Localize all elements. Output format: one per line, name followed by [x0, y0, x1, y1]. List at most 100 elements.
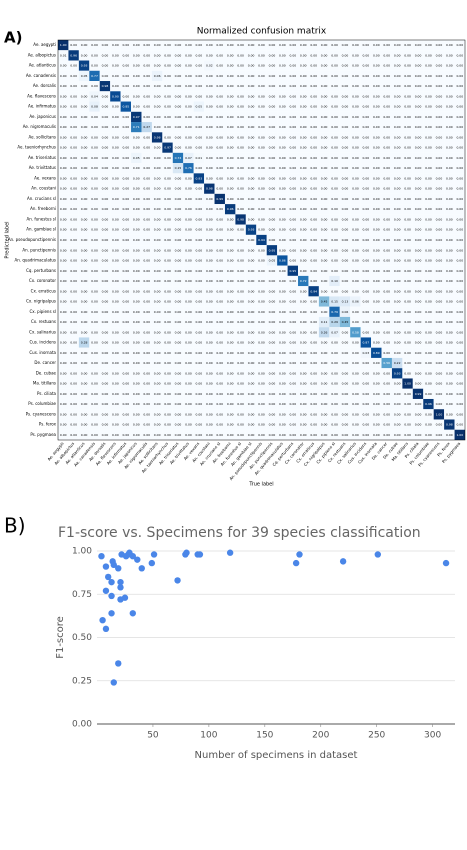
cell — [308, 81, 319, 92]
cell-label: 0.00 — [112, 217, 119, 221]
cell — [360, 214, 372, 225]
cell — [78, 337, 90, 348]
cell — [68, 193, 79, 205]
cell-label: 0.00 — [227, 156, 234, 160]
cell-label: 0.00 — [122, 94, 129, 98]
cell-label: 0.00 — [237, 330, 244, 334]
cell-label: 0.00 — [404, 238, 411, 242]
cell — [224, 214, 236, 225]
cell — [172, 70, 184, 82]
cell — [287, 101, 299, 112]
cell-label: 0.00 — [122, 351, 129, 355]
cell-label: 0.00 — [425, 392, 432, 396]
cell — [423, 91, 434, 102]
x-tick-label: 300 — [424, 731, 441, 741]
cell — [350, 368, 361, 379]
cell-label: 0.00 — [404, 64, 411, 68]
cell — [235, 398, 246, 410]
cell-label: 0.00 — [70, 115, 77, 119]
point — [129, 610, 136, 617]
cell — [58, 163, 69, 174]
cell — [141, 81, 152, 92]
cell — [141, 398, 152, 410]
cell — [131, 193, 142, 205]
cell-label: 0.00 — [436, 330, 443, 334]
cell-label: 0.00 — [122, 269, 129, 273]
cell-label: 0.00 — [175, 197, 182, 201]
cell-label: 0.00 — [60, 187, 67, 191]
cell — [277, 306, 288, 317]
cell — [214, 193, 225, 205]
cell-label: 0.00 — [248, 423, 255, 427]
x-axis-label: Number of specimens in dataset — [195, 750, 358, 761]
cell-label: 0.00 — [373, 135, 380, 139]
cell — [412, 378, 424, 389]
cell — [329, 173, 340, 184]
cell — [412, 81, 424, 92]
cell-label: 0.00 — [289, 238, 296, 242]
cell-label: 0.00 — [206, 279, 213, 283]
cell-label: 0.00 — [363, 94, 370, 98]
cell — [339, 183, 351, 194]
cell-label: 0.00 — [70, 187, 77, 191]
cell-label: 0.00 — [300, 228, 307, 232]
cell-label: 0.00 — [289, 412, 296, 416]
cell-label: 0.00 — [352, 84, 359, 88]
cell-label: 0.00 — [164, 412, 171, 416]
cell-label: 0.00 — [279, 279, 286, 283]
cell — [131, 378, 142, 389]
cell — [99, 193, 111, 205]
cell — [444, 204, 455, 215]
cell-label: 0.00 — [310, 330, 317, 334]
cell — [318, 327, 330, 338]
cell — [277, 255, 288, 266]
point — [148, 559, 156, 567]
cell-label: 0.00 — [175, 146, 182, 150]
cell-label: 0.00 — [112, 433, 119, 437]
cell-label: 0.00 — [279, 371, 286, 375]
cell — [245, 111, 257, 123]
cell-label: 0.00 — [175, 238, 182, 242]
cell — [78, 101, 90, 112]
cell — [256, 152, 267, 164]
cell — [329, 111, 340, 123]
cell-label: 0.00 — [446, 156, 453, 160]
cell-label: 0.00 — [415, 279, 422, 283]
cell — [58, 204, 69, 215]
cell-label: 0.00 — [446, 341, 453, 345]
cell — [120, 204, 132, 215]
cell — [245, 142, 257, 153]
cell — [68, 337, 79, 348]
cell — [193, 40, 205, 51]
cell — [99, 183, 111, 194]
cell-label: 0.00 — [143, 115, 150, 119]
cell-label: 0.00 — [352, 197, 359, 201]
cell-label: 0.00 — [300, 300, 307, 304]
cell — [89, 409, 100, 420]
cell — [266, 91, 278, 102]
cell-label: 0.00 — [227, 217, 234, 221]
cell-label: 0.99 — [415, 392, 422, 396]
cell-label: 0.00 — [60, 176, 67, 180]
cell — [110, 81, 121, 92]
cell — [214, 142, 225, 153]
cell — [68, 275, 79, 287]
cell-label: 0.00 — [321, 382, 328, 386]
cell — [256, 224, 267, 235]
cell-label: 0.00 — [112, 259, 119, 263]
cell — [214, 368, 225, 379]
cell — [99, 142, 111, 153]
y-tick-label: An. crucians sl — [27, 196, 56, 201]
cell-label: 0.00 — [237, 43, 244, 47]
cell-label: 0.00 — [331, 105, 338, 109]
cell-label: 0.00 — [185, 279, 192, 283]
cell — [391, 275, 403, 287]
cell — [381, 347, 392, 358]
cell — [391, 316, 403, 328]
cell — [58, 296, 69, 307]
cell — [287, 224, 299, 235]
cell — [68, 378, 79, 389]
cell-label: 0.00 — [143, 248, 150, 252]
cell — [172, 429, 184, 440]
cell-label: 0.00 — [436, 43, 443, 47]
